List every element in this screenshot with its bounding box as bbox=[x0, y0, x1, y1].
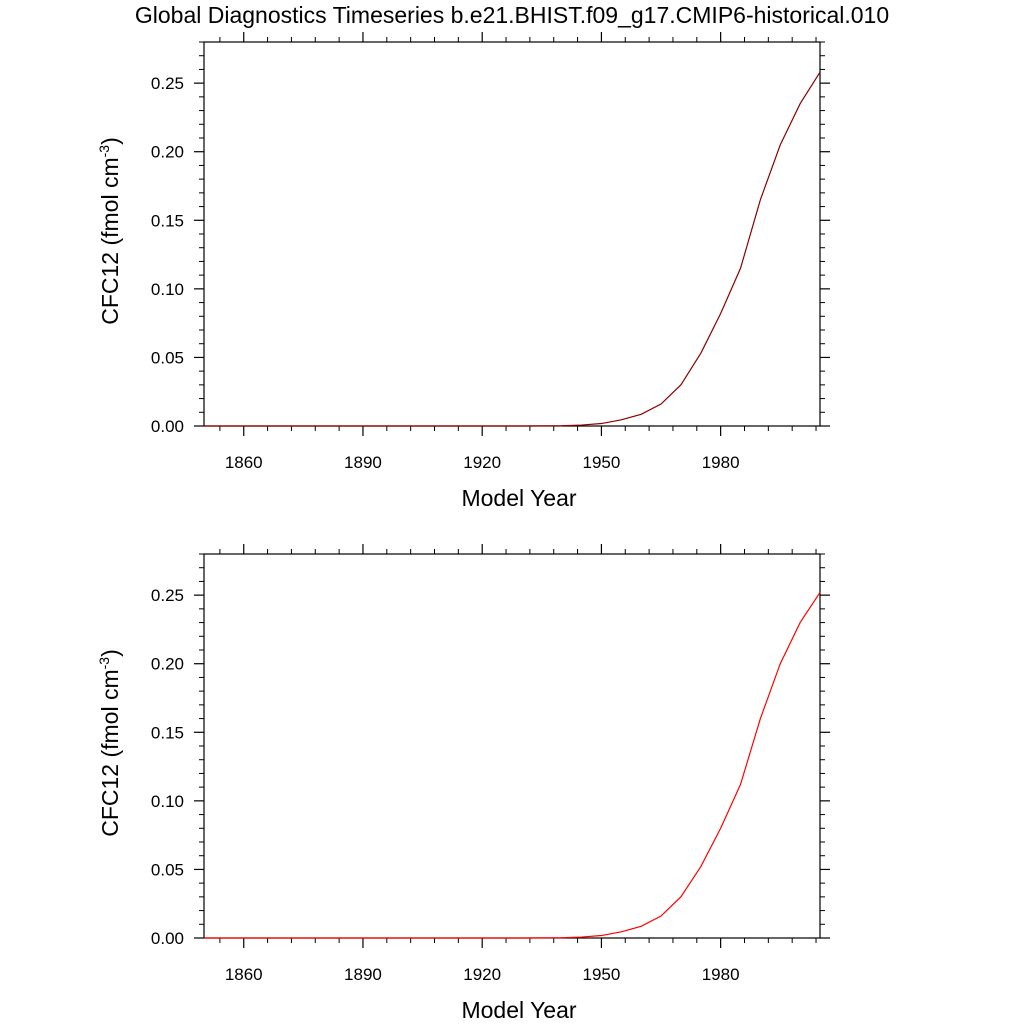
y-tick-label: 0.10 bbox=[151, 792, 184, 811]
x-tick-label: 1980 bbox=[702, 453, 740, 472]
x-tick-label: 1920 bbox=[463, 453, 501, 472]
y-tick-label: 0.25 bbox=[151, 74, 184, 93]
y-tick-label: 0.10 bbox=[151, 280, 184, 299]
y-tick-label: 0.20 bbox=[151, 655, 184, 674]
x-tick-label: 1950 bbox=[583, 965, 621, 984]
series-line bbox=[204, 592, 821, 939]
x-tick-label: 1860 bbox=[225, 965, 263, 984]
y-tick-label: 0.15 bbox=[151, 211, 184, 230]
y-tick-label: 0.00 bbox=[151, 417, 184, 436]
y-tick-label: 0.15 bbox=[151, 723, 184, 742]
x-tick-label: 1890 bbox=[344, 965, 382, 984]
chart-panel-1: 1860 1890 1920 1950 1980 0.00 0.05 0.10 0.15 0.20… bbox=[96, 32, 830, 511]
y-axis-label: CFC12 (fmol cm-3) bbox=[96, 137, 123, 325]
x-tick-label: 1860 bbox=[225, 453, 263, 472]
y-axis-label: CFC12 (fmol cm-3) bbox=[96, 649, 123, 837]
y-tick-label: 0.20 bbox=[151, 143, 184, 162]
chart-panel-2: 1860 1890 1920 1950 1980 0.00 0.05 0.10 0.15 0.20… bbox=[96, 544, 830, 1023]
y-tick-label: 0.00 bbox=[151, 929, 184, 948]
x-axis-label: Model Year bbox=[461, 485, 576, 511]
x-tick-label: 1890 bbox=[344, 453, 382, 472]
x-axis-label: Model Year bbox=[461, 997, 576, 1023]
y-tick-label: 0.25 bbox=[151, 586, 184, 605]
plot-frame bbox=[203, 553, 821, 939]
page-title: Global Diagnostics Timeseries b.e21.BHIS… bbox=[134, 2, 890, 28]
y-tick-label: 0.05 bbox=[151, 348, 184, 367]
x-tick-label: 1980 bbox=[702, 965, 740, 984]
x-tick-label: 1950 bbox=[583, 453, 621, 472]
plot-frame bbox=[203, 41, 821, 427]
x-tick-label: 1920 bbox=[463, 965, 501, 984]
y-tick-label: 0.05 bbox=[151, 860, 184, 879]
series-line bbox=[204, 71, 821, 427]
